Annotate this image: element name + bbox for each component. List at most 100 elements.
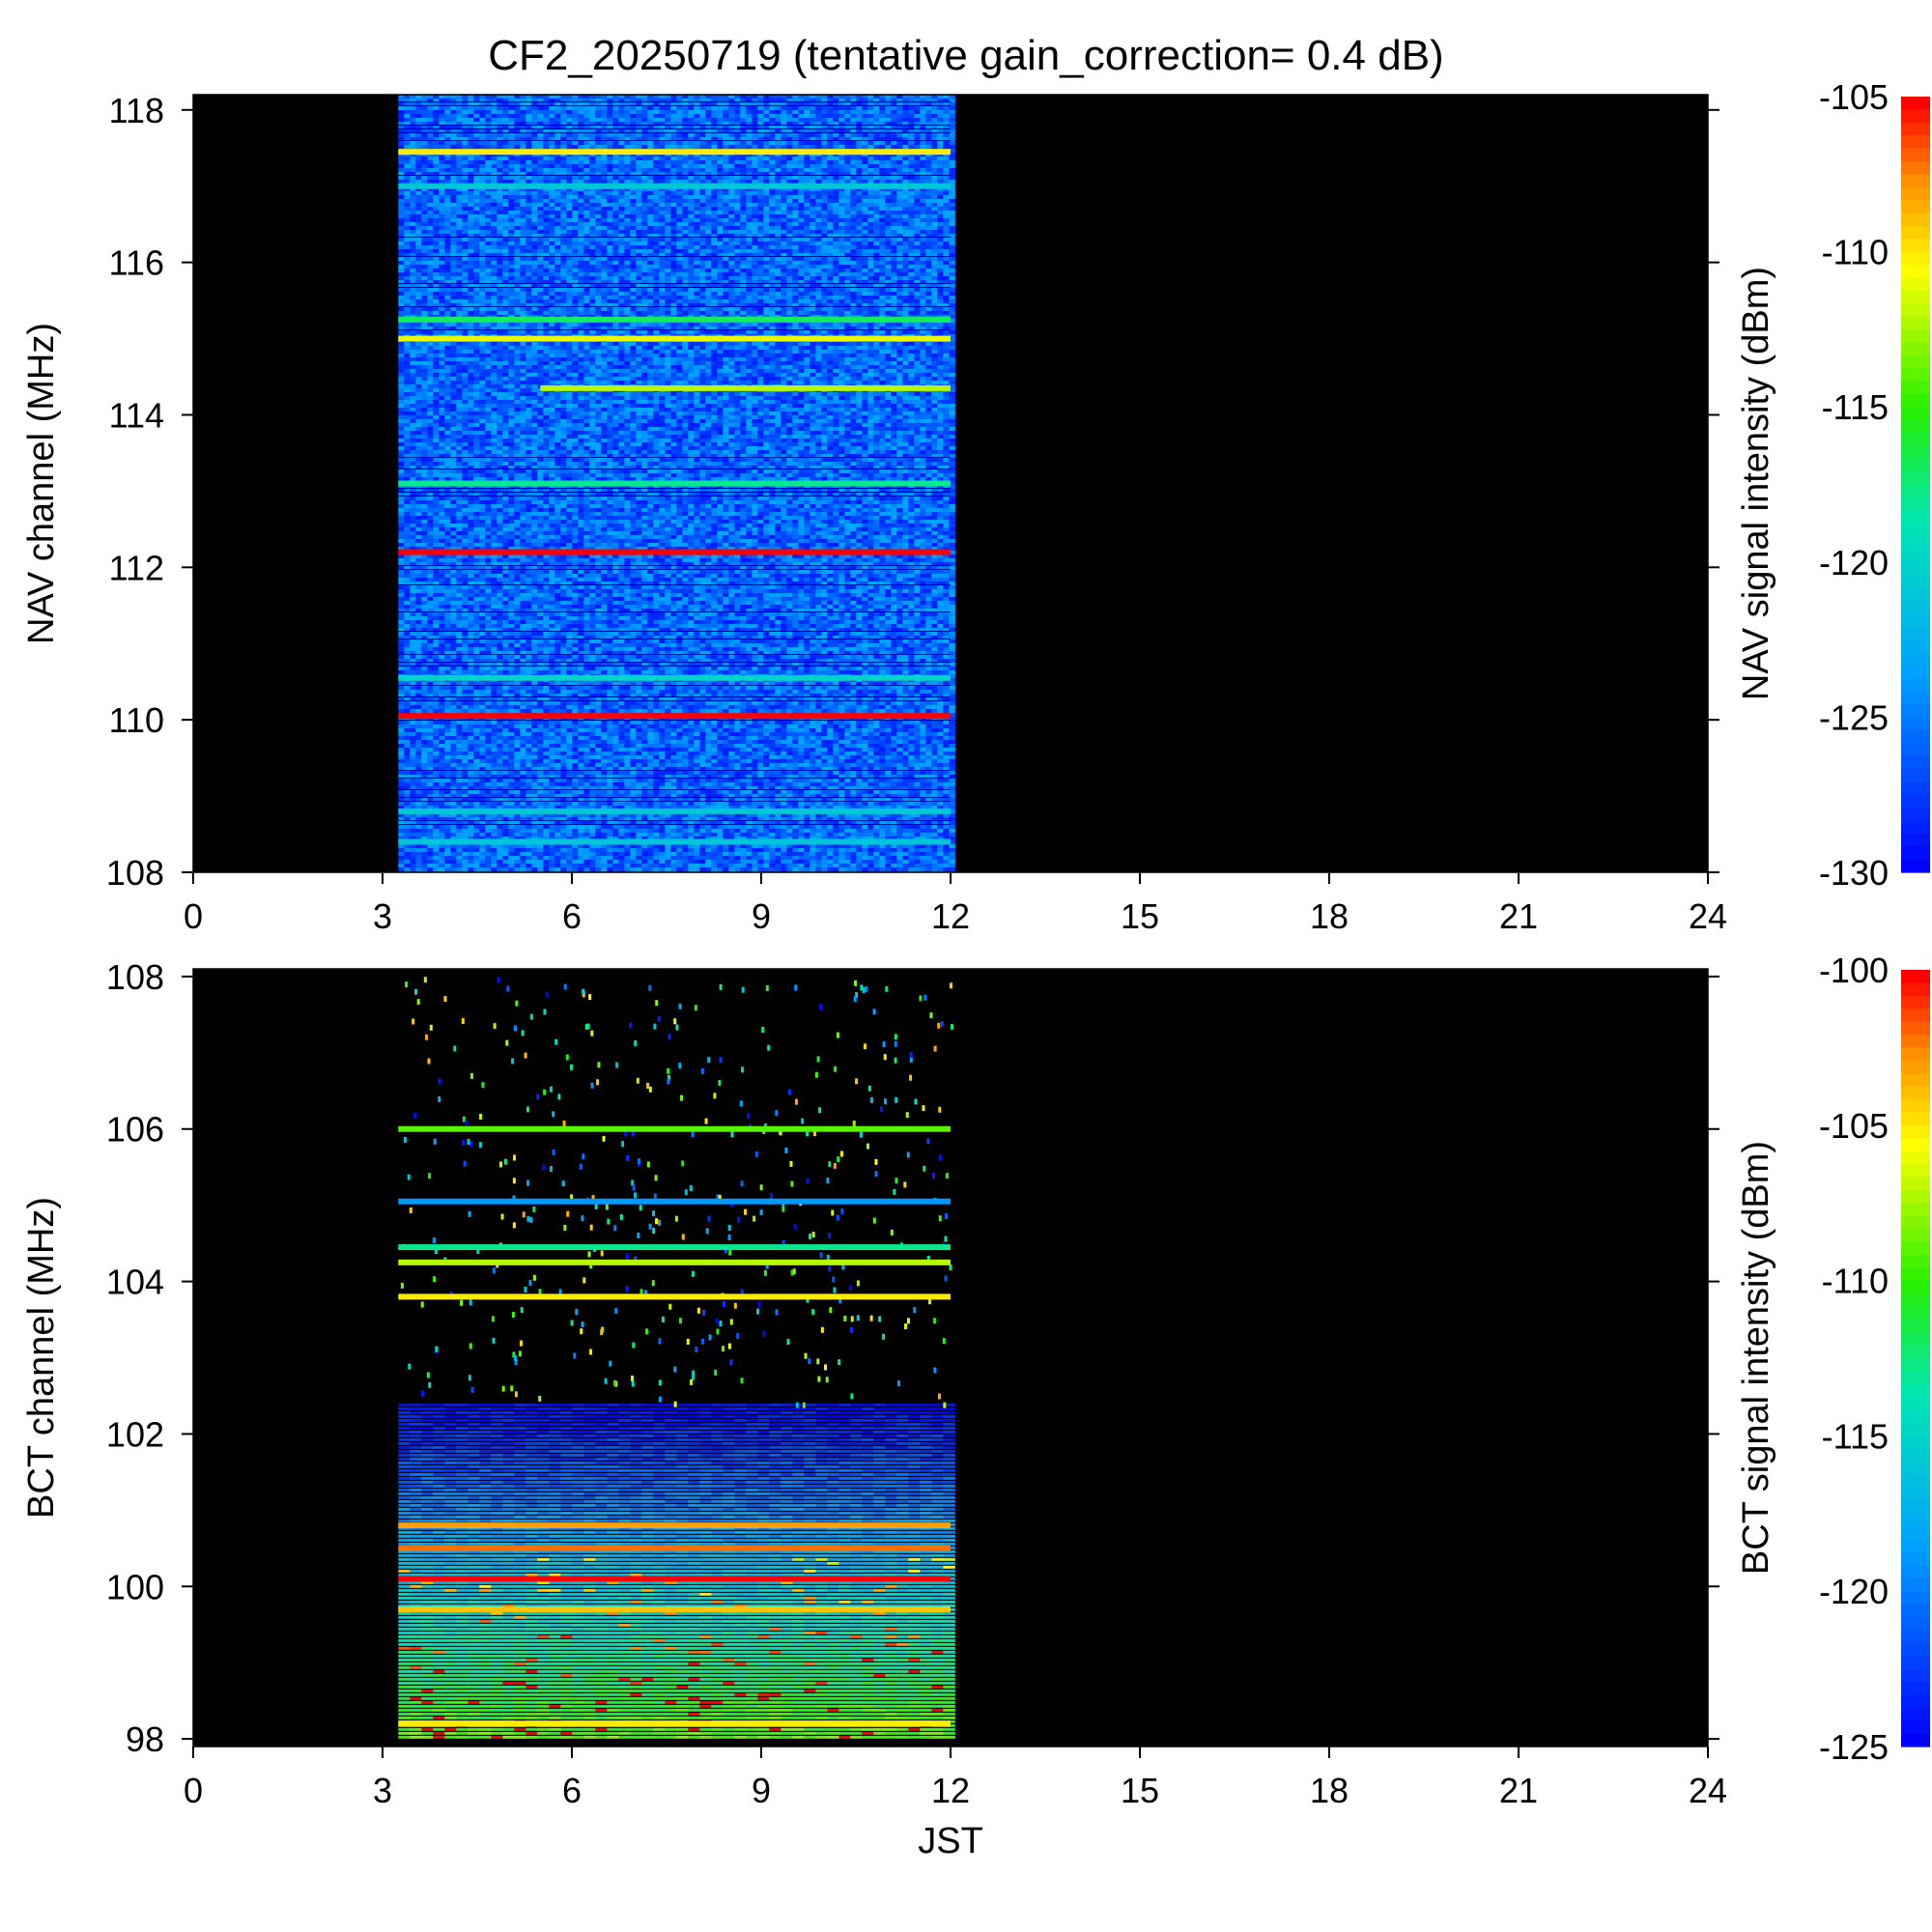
- heat-cell: [676, 280, 683, 285]
- heat-cell: [444, 176, 451, 181]
- heat-cell: [896, 288, 903, 293]
- heat-cell: [885, 261, 892, 266]
- heat-cell: [740, 272, 747, 277]
- heat-cell: [415, 207, 422, 212]
- heat-cell: [468, 168, 474, 173]
- heat-cell: [838, 118, 845, 123]
- heat-cell: [925, 276, 932, 281]
- heat-cell: [595, 110, 602, 115]
- heat-cell: [566, 187, 573, 192]
- heat-cell: [578, 164, 584, 169]
- heat-cell: [630, 99, 637, 103]
- heat-cell: [705, 141, 712, 146]
- heat-cell: [676, 95, 683, 99]
- heat-cell: [543, 265, 550, 270]
- heat-cell: [497, 156, 503, 161]
- heat-cell: [879, 292, 886, 297]
- heat-cell: [636, 172, 642, 177]
- heat-cell: [624, 222, 631, 227]
- heat-cell: [827, 160, 834, 165]
- heat-cell: [526, 133, 532, 138]
- heat-cell: [583, 153, 590, 157]
- heat-cell: [914, 211, 921, 215]
- heat-cell: [665, 156, 671, 161]
- heat-cell: [410, 272, 416, 277]
- heat-cell: [943, 126, 950, 130]
- heat-cell: [896, 99, 903, 103]
- heat-cell: [873, 133, 880, 138]
- heat-cell: [763, 218, 770, 223]
- heat-cell: [624, 160, 631, 165]
- heat-cell: [763, 222, 770, 227]
- heat-cell: [665, 126, 671, 130]
- heat-cell: [740, 230, 747, 235]
- heat-cell: [815, 234, 822, 239]
- heat-cell: [572, 207, 579, 212]
- heat-cell: [630, 172, 637, 177]
- heat-cell: [914, 284, 921, 289]
- heat-cell: [630, 230, 637, 235]
- heat-cell: [601, 257, 608, 262]
- heat-cell: [786, 122, 793, 127]
- heat-cell: [896, 95, 903, 99]
- heat-cell: [485, 106, 492, 111]
- heat-cell: [410, 99, 416, 103]
- heat-cell: [636, 164, 642, 169]
- heat-cell: [572, 141, 579, 146]
- heat-cell: [815, 253, 822, 258]
- heat-cell: [531, 199, 538, 204]
- heat-cell: [885, 253, 892, 258]
- heat-cell: [699, 245, 706, 250]
- heat-cell: [618, 95, 625, 99]
- heat-cell: [792, 276, 799, 281]
- heat-cell: [508, 245, 515, 250]
- heat-cell: [798, 214, 805, 219]
- heat-cell: [740, 238, 747, 242]
- heat-cell: [838, 99, 845, 103]
- heat-cell: [705, 203, 712, 208]
- heat-cell: [833, 269, 839, 273]
- heat-cell: [508, 164, 515, 169]
- heat-cell: [398, 141, 405, 146]
- heat-cell: [925, 168, 932, 173]
- heat-cell: [804, 234, 810, 239]
- heat-cell: [896, 214, 903, 219]
- heat-cell: [618, 257, 625, 262]
- heat-cell: [560, 95, 567, 99]
- heat-cell: [862, 238, 868, 242]
- heat-cell: [485, 199, 492, 204]
- heat-cell: [554, 106, 561, 111]
- heat-cell: [920, 265, 926, 270]
- heat-cell: [560, 172, 567, 177]
- heat-cell: [647, 257, 654, 262]
- heat-cell: [607, 160, 613, 165]
- heat-cell: [665, 218, 671, 223]
- heat-cell: [439, 164, 445, 169]
- heat-cell: [468, 265, 474, 270]
- heat-cell: [670, 292, 677, 297]
- heat-cell: [676, 106, 683, 111]
- heat-cell: [578, 168, 584, 173]
- heat-cell: [786, 129, 793, 134]
- heat-cell: [607, 218, 613, 223]
- heat-cell: [589, 261, 596, 266]
- heat-cell: [543, 261, 550, 266]
- heat-cell: [607, 242, 613, 246]
- heat-cell: [439, 222, 445, 227]
- heat-cell: [688, 110, 695, 115]
- heat-cell: [676, 168, 683, 173]
- heat-cell: [462, 207, 469, 212]
- heat-cell: [925, 145, 932, 150]
- heat-cell: [531, 137, 538, 142]
- heat-cell: [891, 222, 897, 227]
- heat-cell: [827, 114, 834, 119]
- heat-cell: [659, 102, 666, 107]
- heat-cell: [838, 211, 845, 215]
- heat-cell: [734, 207, 741, 212]
- heat-cell: [879, 284, 886, 289]
- heat-cell: [827, 222, 834, 227]
- heat-cell: [607, 164, 613, 169]
- heat-cell: [740, 164, 747, 169]
- heat-cell: [566, 207, 573, 212]
- heat-cell: [433, 168, 440, 173]
